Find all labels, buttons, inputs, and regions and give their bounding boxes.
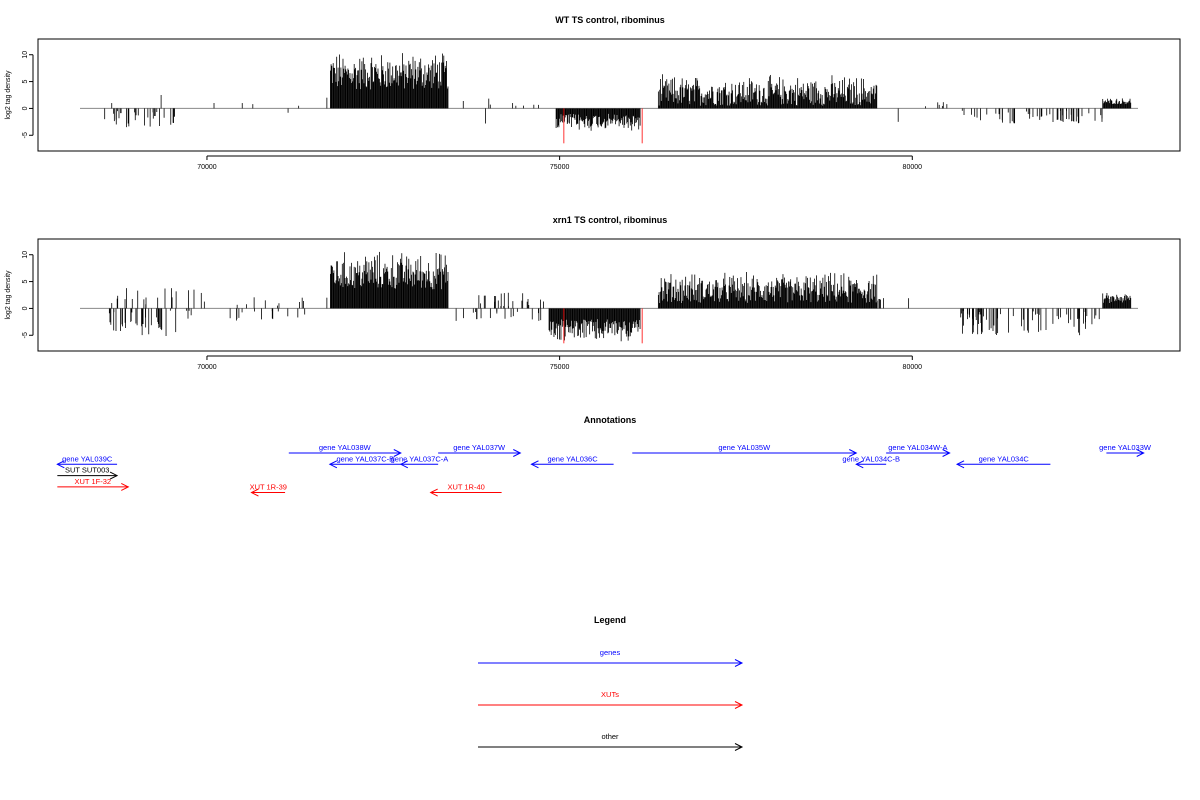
annotation-feature: gene YAL037C-A [391, 454, 449, 469]
feature-arrow-arrowhead [121, 482, 130, 491]
wt-plot-frame [37, 38, 1181, 152]
annotation-feature: gene YAL034W-A [886, 443, 951, 457]
feature-arrow-arrowhead [250, 488, 259, 497]
x-tick-label: 80000 [903, 364, 923, 371]
y-tick-label: 10 [22, 51, 29, 59]
feature-arrow-arrowhead [942, 449, 951, 457]
annotation-feature: XUT 1F-32 [57, 477, 130, 491]
legend-items: genes XUTs other [478, 648, 744, 751]
xrn1-y-axis-label: log2 tag density [5, 270, 12, 320]
feature-label: gene YAL034C [979, 454, 1030, 463]
feature-label: gene YAL034W-A [888, 443, 947, 452]
annotation-feature: gene YAL034C [955, 454, 1051, 469]
annotation-feature: gene YAL034C-B [842, 454, 900, 469]
legend-panel: Legend genes XUTs other [478, 615, 744, 751]
annotation-feature: gene YAL035W [632, 443, 858, 457]
feature-arrow-arrowhead [530, 460, 539, 469]
wt-track-panel: WT TS control, ribominus log2 tag densit… [5, 15, 1181, 171]
annotation-feature: gene YAL036C [530, 454, 614, 469]
feature-arrow-arrowhead [849, 449, 858, 457]
annotations-title: Annotations [584, 415, 637, 425]
annotation-feature: gene YAL037W [438, 443, 522, 457]
feature-label: SUT SUT003 [65, 466, 109, 475]
feature-arrow-arrowhead [399, 460, 409, 469]
annotations-panel: Annotations gene YAL039C SUT SUT003 XUT 1F… [56, 415, 1152, 497]
legend-item: other [478, 732, 744, 751]
annotation-feature: XUT 1R-39 [250, 483, 287, 497]
annotation-feature: gene YAL033W [1099, 443, 1152, 457]
feature-label: gene YAL038W [319, 443, 372, 452]
annotation-features: gene YAL039C SUT SUT003 XUT 1F-32 XUT 1R-39… [56, 443, 1152, 497]
legend-arrow-arrowhead [734, 659, 744, 667]
feature-label: XUT 1R-39 [250, 483, 287, 492]
wt-bars [80, 53, 1138, 144]
feature-arrow-arrowhead [328, 460, 338, 469]
x-tick-label: 70000 [197, 164, 217, 171]
feature-label: gene YAL037W [453, 443, 506, 452]
feature-arrow-arrowhead [855, 460, 864, 469]
xrn1-track-title: xrn1 TS control, ribominus [553, 215, 668, 225]
annotation-feature: gene YAL037C-B [328, 454, 401, 469]
xrn1-track-panel: xrn1 TS control, ribominus log2 tag dens… [5, 215, 1181, 371]
x-tick-label: 75000 [550, 164, 570, 171]
feature-arrow-arrowhead [109, 471, 119, 480]
legend-label: other [601, 732, 619, 741]
legend-arrow-arrowhead [734, 701, 744, 709]
y-tick-label: -5 [22, 132, 29, 138]
feature-label: gene YAL036C [547, 454, 598, 463]
x-tick-label: 75000 [550, 364, 570, 371]
feature-arrow-arrowhead [429, 488, 438, 497]
y-tick-label: 0 [22, 106, 29, 110]
y-tick-label: -5 [22, 332, 29, 338]
legend-item: XUTs [478, 690, 744, 709]
feature-arrow-arrowhead [393, 449, 402, 457]
y-tick-label: 5 [22, 80, 29, 84]
feature-label: gene YAL037C-B [336, 454, 394, 463]
wt-y-axis-label: log2 tag density [5, 70, 12, 120]
feature-arrow-arrowhead [513, 449, 522, 457]
feature-label: gene YAL037C-A [391, 454, 449, 463]
xrn1-axes: -5 0 5 10 70000 75000 80000 [22, 251, 922, 371]
y-tick-label: 5 [22, 280, 29, 284]
feature-arrow-arrowhead [1136, 449, 1145, 457]
feature-label: gene YAL033W [1099, 443, 1152, 452]
xrn1-bars [80, 251, 1138, 344]
annotation-feature: gene YAL039C [56, 454, 118, 469]
feature-label: gene YAL035W [718, 443, 771, 452]
legend-arrow-arrowhead [734, 743, 744, 751]
wt-axes: -5 0 5 10 70000 75000 80000 [22, 51, 922, 171]
legend-title: Legend [594, 615, 626, 625]
feature-arrow-arrowhead [955, 460, 965, 469]
legend-label: genes [600, 648, 621, 657]
feature-label: XUT 1F-32 [75, 477, 112, 486]
x-tick-label: 80000 [903, 164, 923, 171]
y-tick-label: 0 [22, 306, 29, 310]
feature-label: gene YAL039C [62, 454, 113, 463]
x-tick-label: 70000 [197, 364, 217, 371]
legend-item: genes [478, 648, 744, 667]
feature-arrow-arrowhead [56, 460, 65, 469]
xrn1-plot-frame [37, 238, 1181, 352]
annotation-feature: XUT 1R-40 [429, 483, 502, 497]
legend-label: XUTs [601, 690, 619, 699]
feature-label: gene YAL034C-B [842, 454, 900, 463]
wt-track-title: WT TS control, ribominus [555, 15, 665, 25]
y-tick-label: 10 [22, 251, 29, 259]
annotation-feature: SUT SUT003 [57, 466, 119, 480]
annotation-feature: gene YAL038W [288, 443, 402, 457]
feature-label: XUT 1R-40 [447, 483, 484, 492]
